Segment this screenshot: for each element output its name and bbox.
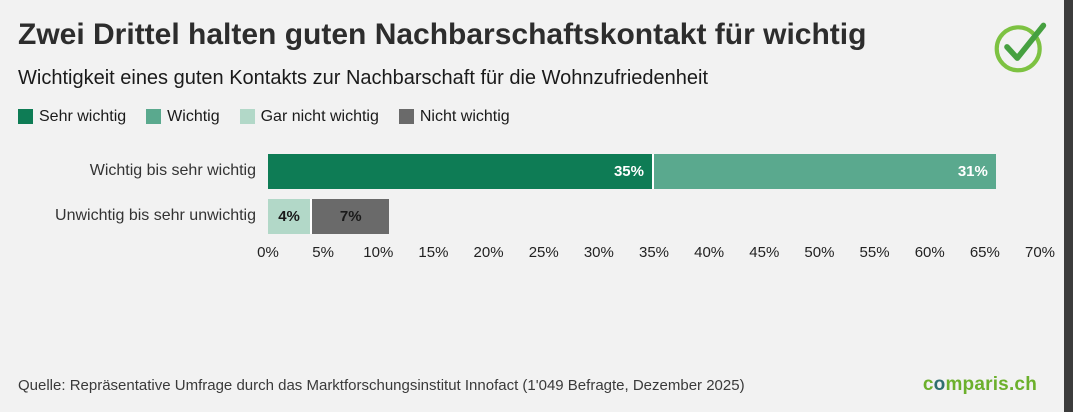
legend-label: Sehr wichtig xyxy=(39,107,127,125)
right-edge-strip xyxy=(1064,0,1073,412)
x-axis-tick: 45% xyxy=(749,243,780,261)
row-category-label: Unwichtig bis sehr unwichtig xyxy=(55,207,256,225)
chart-subtitle: Wichtigkeit eines guten Kontakts zur Nac… xyxy=(18,66,708,89)
bar-value-label: 35% xyxy=(613,162,644,180)
logo-part2: o xyxy=(933,374,946,395)
legend-swatch xyxy=(18,109,33,125)
source-note: Quelle: Repräsentative Umfrage durch das… xyxy=(18,377,745,394)
x-axis-tick: 0% xyxy=(257,243,279,261)
bar-value-label: 4% xyxy=(278,207,300,225)
chart: Wichtig bis sehr wichtig 35% 31% Unwichtig … xyxy=(18,153,1055,264)
legend-label: Wichtig xyxy=(167,107,220,125)
check-logo-icon xyxy=(994,22,1047,73)
footer: Quelle: Repräsentative Umfrage durch das… xyxy=(18,374,1037,396)
x-axis-row: 0% 5% 10% 15% 20% 25% 30% 35% 40% 45% 50% 55% 60% 65%… xyxy=(18,243,1055,264)
x-axis-tick: 70% xyxy=(1024,243,1056,261)
bar-area: 4% 7% xyxy=(268,198,1040,234)
legend-swatch xyxy=(239,109,255,125)
bar-value-label: 7% xyxy=(339,207,362,225)
legend-swatch xyxy=(146,109,162,125)
x-axis-tick: 30% xyxy=(583,243,614,261)
legend-item: Gar nicht wichtig xyxy=(239,107,379,126)
legend-label: Gar nicht wichtig xyxy=(260,107,379,125)
x-axis-tick: 35% xyxy=(638,243,670,261)
logo-part3: mparis.ch xyxy=(945,374,1037,395)
legend-swatch xyxy=(398,109,414,125)
bar-segment-wichtig: 31% xyxy=(654,153,996,189)
legend: Sehr wichtig Wichtig Gar nicht wichtig Nich… xyxy=(18,108,1073,126)
x-axis-tick: 15% xyxy=(418,243,449,261)
x-axis-tick: 65% xyxy=(969,243,1000,261)
chart-rows: Wichtig bis sehr wichtig 35% 31% Unwichtig … xyxy=(18,153,1040,234)
x-axis: 0% 5% 10% 15% 20% 25% 30% 35% 40% 45% 50% 55% 60% 65%… xyxy=(257,243,1055,264)
x-axis-tick: 55% xyxy=(859,243,890,261)
bar-segment-sehr-wichtig: 35% xyxy=(268,153,654,189)
bar-segment-nicht-wichtig: 7% xyxy=(312,198,390,234)
x-axis-tick: 5% xyxy=(312,243,334,261)
legend-item: Nicht wichtig xyxy=(398,107,510,126)
logo-part1: c xyxy=(922,374,934,395)
x-axis-tick: 60% xyxy=(914,243,945,261)
page-title: Zwei Drittel halten guten Nachbarschafts… xyxy=(18,18,867,51)
axis-spacer xyxy=(18,244,268,264)
x-axis-tick: 10% xyxy=(363,243,394,261)
legend-item: Sehr wichtig xyxy=(18,108,126,126)
legend-item: Wichtig xyxy=(146,107,220,126)
legend-label: Nicht wichtig xyxy=(419,107,510,125)
x-axis-tick: 50% xyxy=(804,243,835,261)
chart-row: Unwichtig bis sehr unwichtig 4% 7% xyxy=(18,198,1040,234)
row-category-label: Wichtig bis sehr wichtig xyxy=(89,162,256,180)
x-axis-tick: 40% xyxy=(694,243,725,261)
comparis-logo: comparis.ch xyxy=(923,374,1037,396)
bar-segment-gar-nicht-wichtig: 4% xyxy=(268,198,313,234)
x-axis-tick: 25% xyxy=(528,243,559,261)
x-axis-tick: 20% xyxy=(473,243,504,261)
bar-value-label: 31% xyxy=(957,162,988,180)
bar-area: 35% 31% xyxy=(268,153,1040,189)
chart-row: Wichtig bis sehr wichtig 35% 31% xyxy=(18,153,1040,189)
